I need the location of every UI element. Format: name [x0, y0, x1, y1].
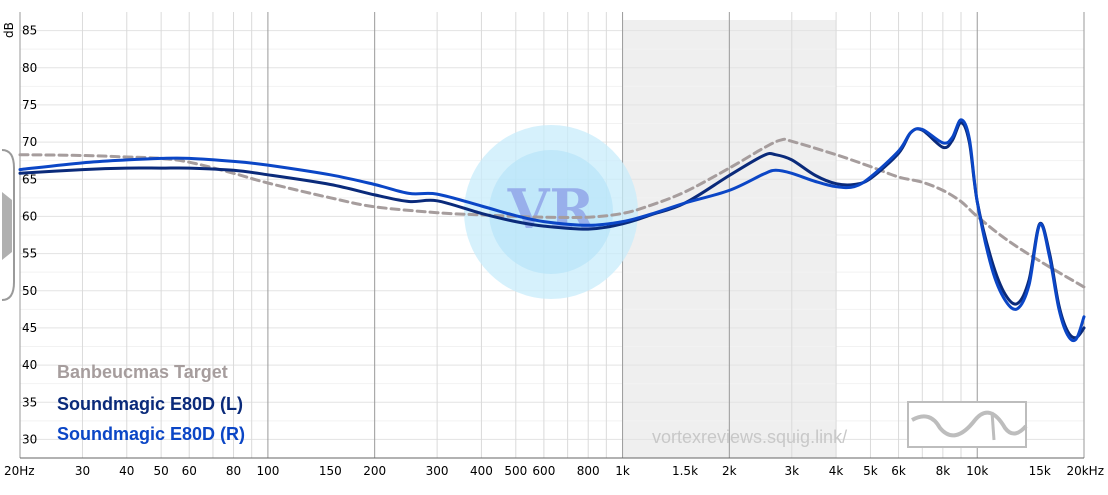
right-channel-curve	[18, 118, 1086, 343]
x-tick-label: 1.5k	[672, 464, 698, 478]
x-tick-label: 8k	[936, 464, 951, 478]
watermark-logo: VR	[464, 125, 638, 299]
y-tick-label: 45	[22, 321, 37, 335]
y-scale-handle-bracket[interactable]	[1, 149, 15, 301]
x-tick-label: 800	[577, 464, 600, 478]
x-tick-label: 600	[532, 464, 555, 478]
left-channel-curve	[18, 121, 1086, 340]
x-tick-label: 400	[470, 464, 493, 478]
x-tick-label: 60	[182, 464, 197, 478]
x-tick-label: 20kHz	[1066, 464, 1104, 478]
x-tick-label: 50	[153, 464, 168, 478]
y-tick-label: 80	[22, 61, 37, 75]
y-tick-label: 60	[22, 209, 37, 223]
y-scale-handle-grip[interactable]	[2, 192, 12, 260]
x-tick-label: 80	[226, 464, 241, 478]
x-tick-label: 15k	[1029, 464, 1051, 478]
legend-entry-left[interactable]: Soundmagic E80D (L)	[57, 394, 243, 414]
target-curve	[18, 137, 1086, 289]
legend: Banbeucmas Target Soundmagic E80D (L) So…	[57, 362, 245, 444]
y-tick-label: 65	[22, 172, 37, 186]
curves	[18, 118, 1086, 343]
x-axis-ticks: 20Hz 30 40 50 60 80 100 150 200 300 400 500 600 800 1k…	[4, 464, 1104, 478]
x-tick-label: 100	[256, 464, 279, 478]
y-axis-unit-label: dB	[2, 22, 16, 38]
y-axis-ticks: 30 35 40 45 50 55 60 65 70 75 80 85	[22, 24, 37, 447]
y-tick-label: 40	[22, 358, 37, 372]
watermark-url: vortexreviews.squig.link/	[652, 427, 847, 447]
y-tick-label: 75	[22, 98, 37, 112]
x-tick-label: 30	[75, 464, 90, 478]
x-tick-label: 4k	[829, 464, 844, 478]
legend-entry-right[interactable]: Soundmagic E80D (R)	[57, 424, 245, 444]
x-tick-label: 2k	[722, 464, 737, 478]
y-tick-label: 55	[22, 247, 37, 261]
y-tick-label: 35	[22, 395, 37, 409]
y-tick-label: 70	[22, 135, 37, 149]
watermark-squiggle-icon	[907, 401, 1028, 448]
x-tick-label: 500	[504, 464, 527, 478]
y-scale-handle[interactable]	[1, 149, 15, 301]
x-tick-label: 5k	[863, 464, 878, 478]
legend-entry-target[interactable]: Banbeucmas Target	[57, 362, 228, 382]
x-tick-label: 40	[119, 464, 134, 478]
y-tick-label: 30	[22, 432, 37, 446]
x-tick-label: 10k	[966, 464, 988, 478]
x-tick-label: 20Hz	[4, 464, 35, 478]
x-tick-label: 1k	[615, 464, 630, 478]
x-tick-label: 150	[319, 464, 342, 478]
x-tick-label: 3k	[784, 464, 799, 478]
x-tick-label: 300	[426, 464, 449, 478]
x-tick-label: 6k	[891, 464, 906, 478]
y-tick-label: 85	[22, 24, 37, 38]
x-tick-label: 200	[363, 464, 386, 478]
y-tick-label: 50	[22, 284, 37, 298]
watermark-logo-letters: VR	[507, 177, 596, 241]
watermark-logo-inner	[489, 150, 613, 274]
